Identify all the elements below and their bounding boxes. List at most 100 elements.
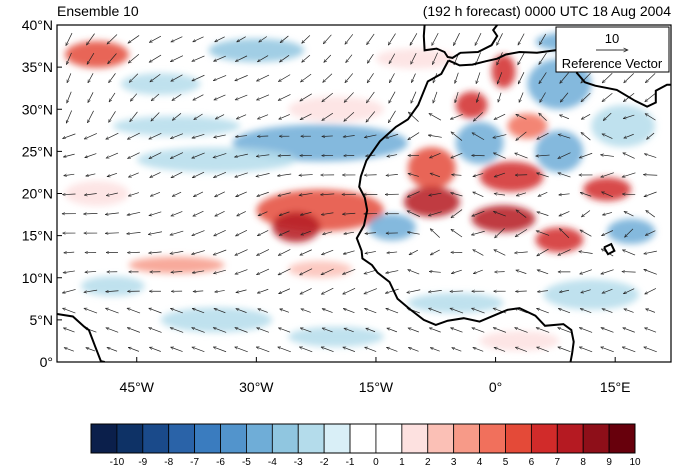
wind-vector [579, 328, 593, 333]
colorbar-label: 7 [555, 457, 561, 468]
wind-vector [193, 94, 204, 101]
wind-vector [62, 194, 76, 195]
wind-vector [601, 269, 614, 274]
wind-vector [192, 133, 205, 138]
wind-vector [87, 110, 94, 123]
wind-vector [366, 328, 376, 333]
wind-vector [192, 328, 205, 333]
wind-vector [364, 308, 377, 314]
wind-vector [516, 192, 527, 196]
wind-vector [581, 210, 591, 217]
wind-vector [278, 155, 291, 156]
wind-vector [235, 172, 248, 177]
wind-vector [300, 211, 312, 215]
wind-vector [301, 309, 311, 313]
wind-vector [580, 309, 592, 314]
wind-vector [581, 289, 591, 293]
wind-vector [105, 233, 119, 234]
wind-vector [450, 114, 463, 119]
wind-vector [386, 347, 398, 352]
colorbar-swatch [142, 423, 170, 454]
wind-vector [623, 328, 635, 333]
wind-vector [215, 114, 225, 120]
wind-vector [236, 289, 247, 293]
wind-vector [171, 347, 183, 352]
wind-vector [105, 213, 119, 215]
wind-vector [213, 249, 227, 255]
wind-vector [149, 132, 162, 140]
wind-vector [450, 291, 464, 292]
wind-vector [86, 173, 96, 176]
wind-vector [367, 73, 374, 83]
anomaly-blob [160, 307, 273, 333]
wind-vector [558, 308, 571, 314]
wind-vector [109, 92, 116, 102]
wind-vector [86, 33, 95, 45]
anomaly-blob [64, 180, 129, 207]
wind-vector [579, 251, 593, 254]
wind-vector [149, 347, 161, 352]
wind-vector [407, 232, 420, 235]
anomaly-blob [120, 73, 201, 95]
wind-vector [280, 35, 289, 43]
wind-vector [473, 347, 484, 352]
wind-vector [408, 347, 419, 352]
wind-vector [278, 328, 291, 333]
colorbar-swatch [271, 423, 299, 454]
wind-vector [602, 72, 613, 83]
wind-vector [214, 94, 226, 101]
wind-vector [386, 270, 399, 274]
wind-vector [343, 287, 356, 295]
wind-vector [85, 271, 97, 272]
wind-vector [386, 133, 399, 138]
wind-vector [64, 174, 75, 176]
wind-vector [580, 229, 592, 237]
wind-vector [429, 152, 441, 159]
wind-vector [365, 347, 377, 352]
wind-vector [515, 153, 528, 159]
wind-vector [407, 191, 420, 198]
wind-vector [560, 72, 569, 84]
wind-vector [63, 308, 76, 314]
colorbar-label: -3 [294, 457, 303, 468]
wind-vector [171, 271, 183, 272]
wind-vector [106, 192, 118, 196]
wind-vector [365, 233, 377, 234]
wind-vector [170, 230, 184, 235]
wind-vector [322, 309, 333, 313]
colorbar-swatch [168, 423, 196, 454]
coastline-lake-chad [603, 242, 616, 256]
reference-vector-magnitude: 10 [605, 31, 619, 46]
wind-vector [494, 194, 506, 196]
wind-vector [107, 347, 118, 352]
colorbar-label: -2 [320, 457, 329, 468]
wind-vector [601, 230, 614, 237]
anomaly-blob [591, 105, 656, 148]
wind-vector [498, 92, 502, 102]
colorbar-swatch [427, 423, 455, 454]
reference-vector-caption: Reference Vector [562, 56, 663, 71]
map-panel[interactable]: 40°N 35°N 30°N 25°N 20°N 15°N 10°N 5°N 0° 45°W 30… [22, 17, 672, 395]
wind-vector [646, 309, 656, 313]
wind-vector [644, 328, 657, 333]
wind-vector [192, 55, 205, 62]
wind-vector [493, 152, 506, 159]
wind-vector [455, 72, 459, 84]
wind-vector [643, 175, 658, 176]
wind-vector [430, 348, 440, 352]
wind-vector [429, 328, 441, 333]
wind-vector [322, 92, 334, 102]
wind-vector [344, 328, 354, 333]
wind-vector [151, 112, 160, 122]
wind-vector [494, 113, 506, 120]
wind-vector [539, 72, 547, 83]
lat-tick-label: 0° [40, 354, 53, 370]
wind-vector [497, 72, 503, 84]
wind-vector [257, 288, 269, 293]
wind-vector [430, 173, 440, 178]
anomaly-blob [407, 147, 456, 190]
wind-vector [64, 348, 74, 352]
wind-vector [519, 92, 524, 103]
colorbar-label: 6 [529, 457, 535, 468]
